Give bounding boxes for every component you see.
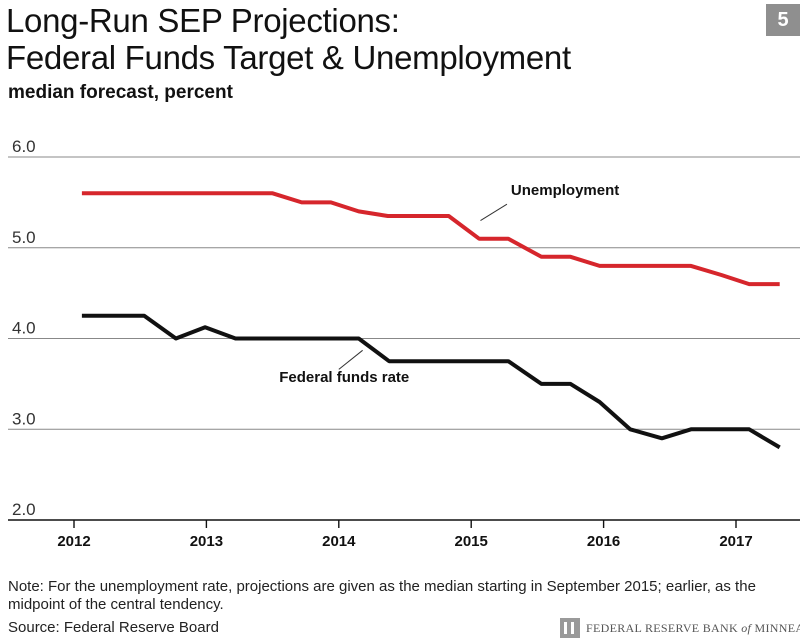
federal-funds-rate-series-line bbox=[81, 313, 781, 450]
unemployment-series-line bbox=[81, 191, 780, 287]
y-tick-label: 3.0 bbox=[12, 409, 36, 428]
x-axis: 2012 2013 2014 2015 2016 2017 bbox=[57, 520, 753, 550]
x-tick-label: 2012 bbox=[57, 533, 90, 550]
chart-subtitle: median forecast, percent bbox=[8, 82, 233, 103]
bank-building-icon bbox=[560, 618, 580, 638]
gridlines bbox=[8, 156, 800, 521]
x-tick-label: 2016 bbox=[587, 533, 620, 550]
y-axis: 2.0 3.0 4.0 5.0 6.0 bbox=[12, 137, 36, 519]
x-tick-label: 2013 bbox=[190, 533, 223, 550]
x-tick-label: 2015 bbox=[455, 533, 488, 550]
annotations: Unemployment Federal funds rate bbox=[279, 182, 619, 386]
y-tick-label: 6.0 bbox=[12, 137, 36, 156]
annotation-leader-line bbox=[480, 203, 508, 221]
footnote: Note: For the unemployment rate, project… bbox=[8, 578, 756, 613]
chart-title: Long-Run SEP Projections: Federal Funds … bbox=[6, 2, 571, 76]
x-tick-label: 2014 bbox=[322, 533, 356, 550]
x-tick-label: 2017 bbox=[719, 533, 752, 550]
y-tick-label: 5.0 bbox=[12, 228, 36, 247]
source-note: Source: Federal Reserve Board bbox=[8, 619, 219, 636]
series-lines bbox=[81, 191, 781, 450]
logo-text: FEDERAL RESERVE BANK of MINNEAPOLIS bbox=[586, 620, 800, 635]
annotation-leader-line bbox=[338, 349, 363, 370]
figure-number-badge: 5 bbox=[766, 4, 800, 36]
series-label: Federal funds rate bbox=[279, 369, 409, 386]
fed-minneapolis-logo: FEDERAL RESERVE BANK of MINNEAPOLIS bbox=[560, 617, 800, 639]
y-tick-label: 4.0 bbox=[12, 319, 36, 338]
y-tick-label: 2.0 bbox=[12, 500, 36, 519]
series-label: Unemployment bbox=[511, 182, 619, 199]
